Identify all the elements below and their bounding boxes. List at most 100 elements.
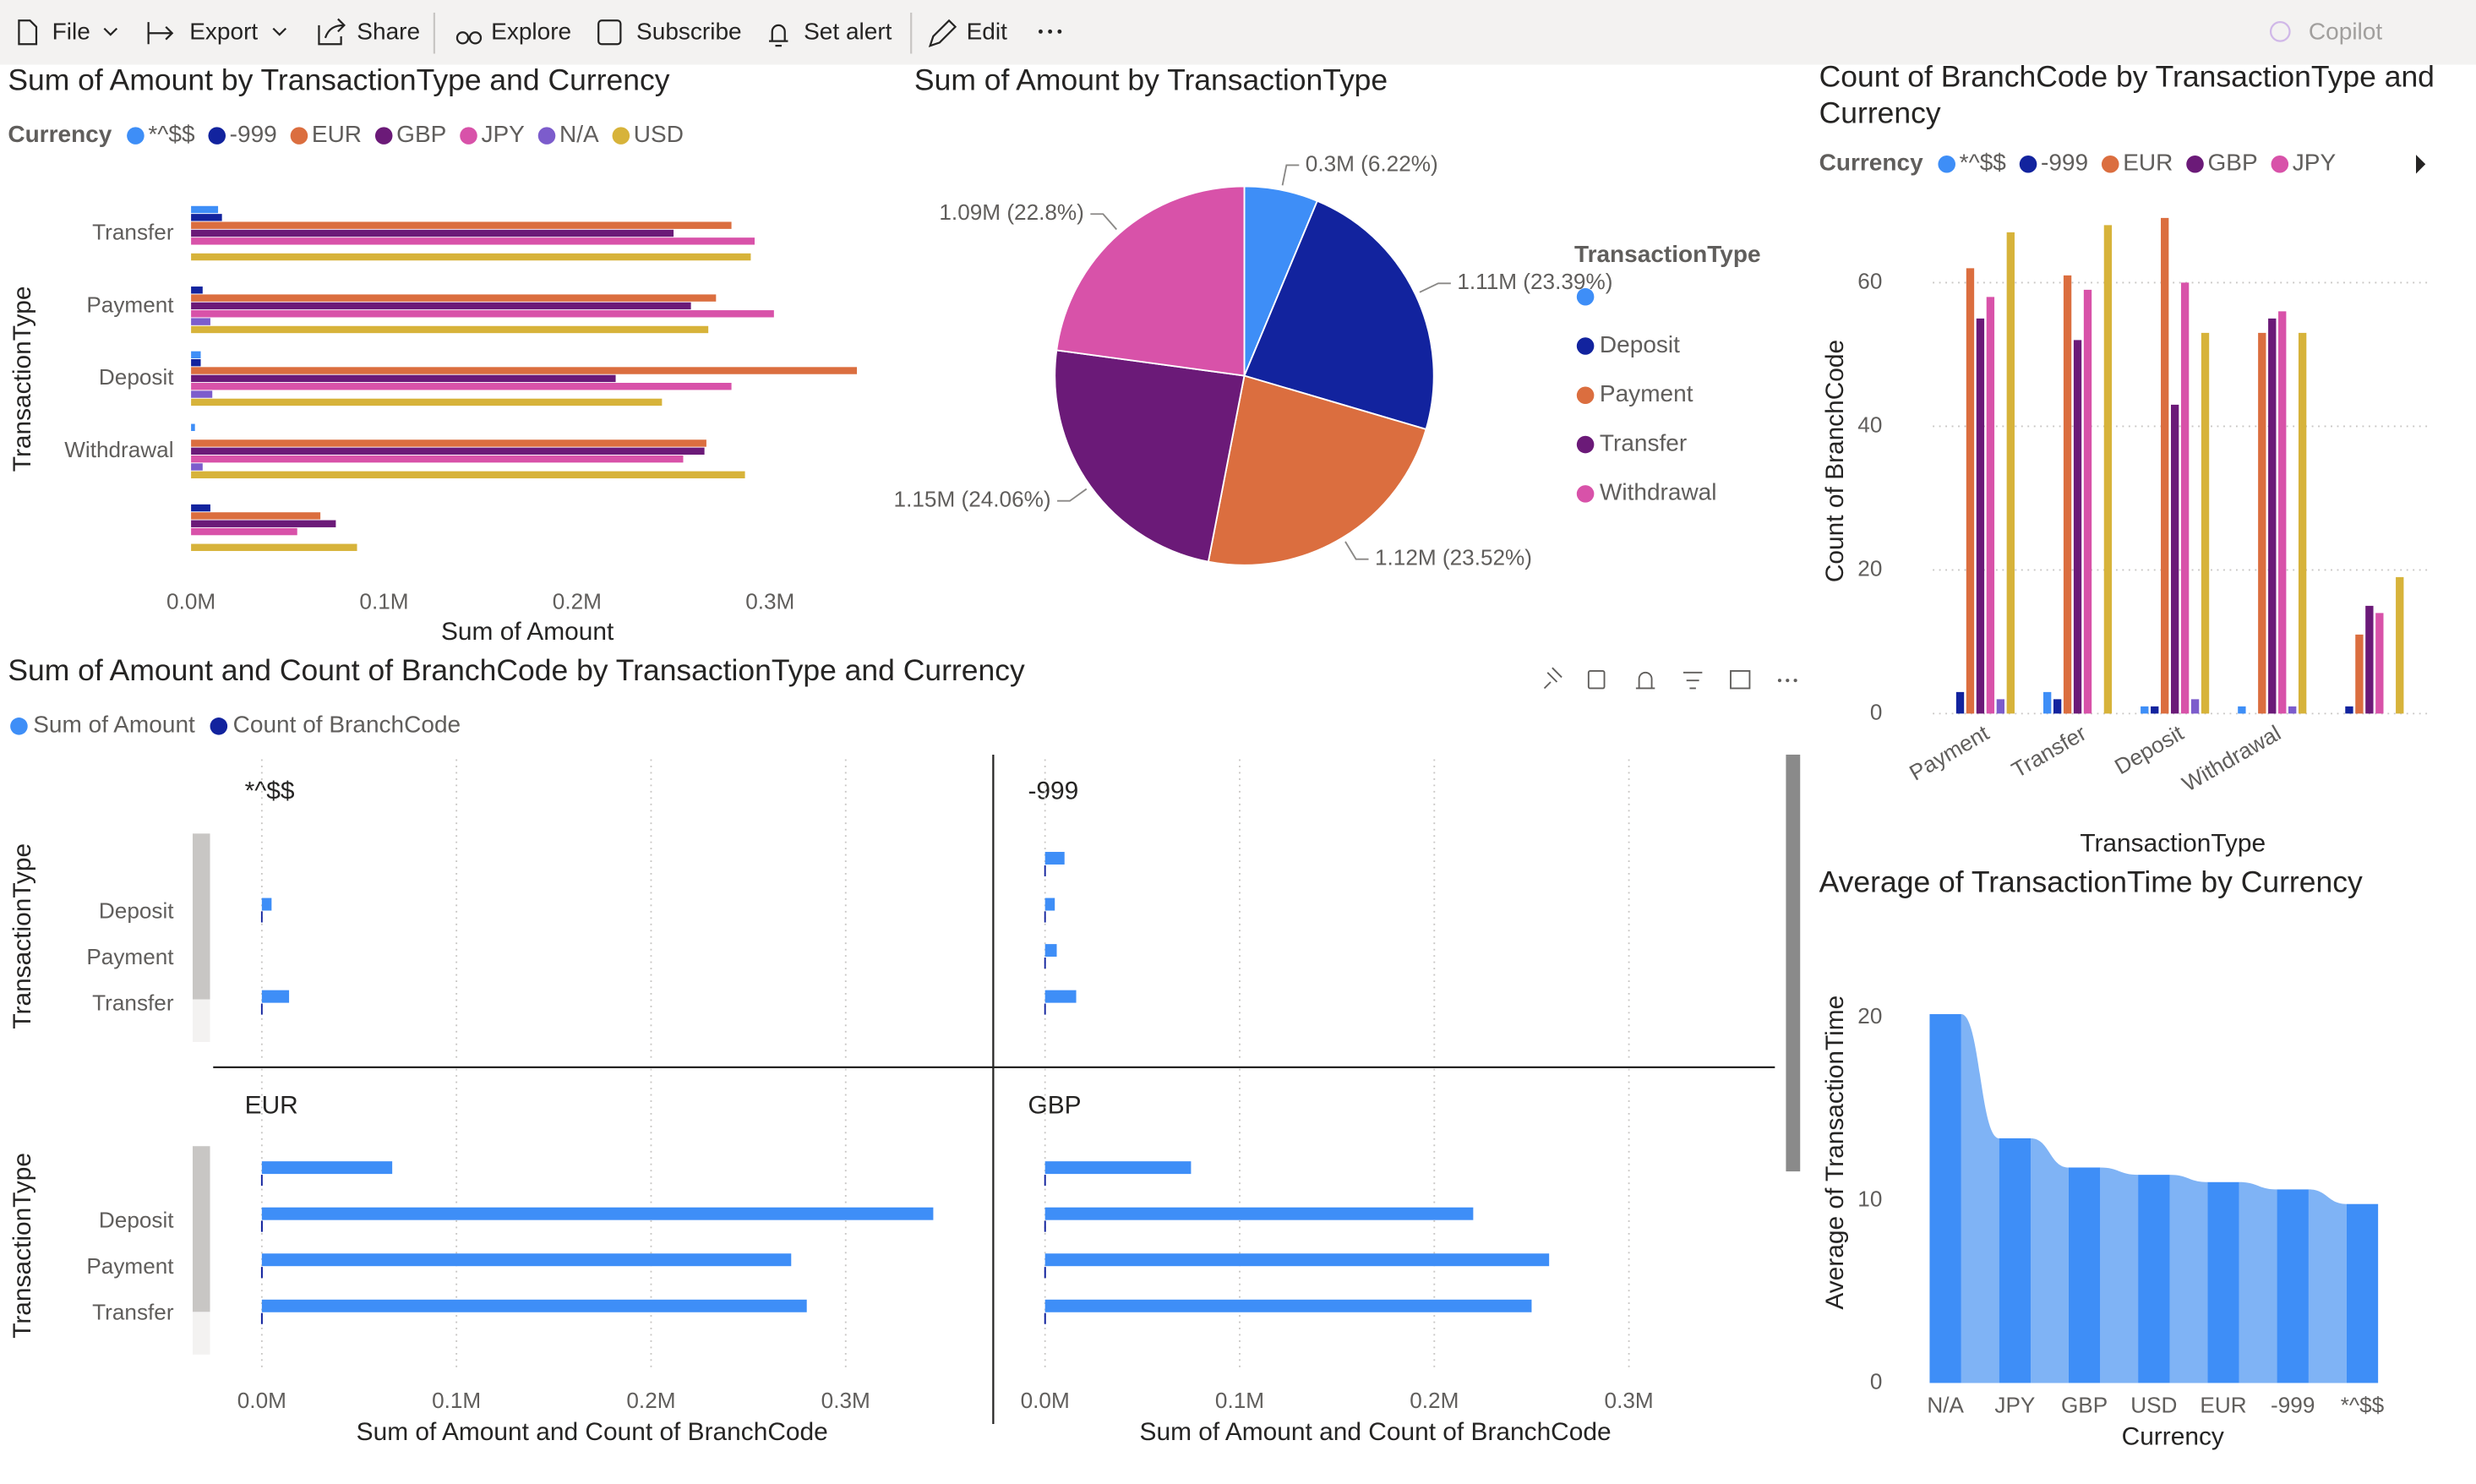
- data-label: 1.12M (23.52%): [1375, 545, 1532, 570]
- bar: [191, 294, 717, 302]
- category-scroll[interactable]: [192, 1146, 210, 1312]
- menu-explore[interactable]: Explore: [491, 19, 571, 45]
- y-tick-label: Payment: [86, 292, 174, 317]
- amount-bar: [261, 1161, 393, 1175]
- x-tick-label: 0.2M: [626, 1388, 675, 1413]
- y-tick-label: Deposit: [99, 897, 174, 923]
- y-tick-label: Transfer: [92, 1300, 174, 1325]
- legend-next[interactable]: [2415, 155, 2426, 174]
- pie-slice: [1054, 349, 1246, 563]
- x-tick-label: 0.1M: [432, 1388, 481, 1413]
- ribbon: [2100, 1167, 2139, 1383]
- column: [2068, 1167, 2101, 1383]
- legend-marker: [2186, 155, 2204, 173]
- category-scroll[interactable]: [192, 833, 210, 1000]
- legend-marker: [612, 127, 630, 145]
- x-tick-label: 0.1M: [359, 589, 408, 614]
- bar: [2278, 311, 2287, 714]
- x-axis-title: TransactionType: [2080, 829, 2266, 857]
- chart-title: Average of TransactionTime by Currency: [1819, 865, 2363, 899]
- menu-set-alert[interactable]: Set alert: [804, 19, 892, 45]
- menu-share[interactable]: Share: [357, 19, 420, 45]
- legend-marker: [537, 127, 556, 145]
- bar: [2375, 613, 2384, 714]
- x-tick-label: JPY: [1994, 1392, 2035, 1417]
- alert-icon[interactable]: [1635, 671, 1655, 690]
- filter-icon[interactable]: [1682, 671, 1703, 690]
- legend-marker: [2101, 155, 2119, 173]
- x-axis-title: Sum of Amount: [441, 618, 614, 646]
- amount-bar: [1044, 944, 1057, 958]
- menu-file[interactable]: File: [52, 19, 90, 45]
- data-label: 1.15M (24.06%): [894, 487, 1051, 512]
- panel-title: -999: [1028, 777, 1078, 805]
- bar: [2042, 691, 2052, 714]
- bar: [191, 504, 210, 512]
- bar: [2141, 706, 2149, 714]
- bar: [191, 374, 616, 383]
- amount-bar: [261, 990, 290, 1003]
- x-tick-label: 0.0M: [237, 1388, 286, 1413]
- y-tick-label: 20: [1857, 1003, 1882, 1028]
- bar: [191, 205, 219, 214]
- amount-bar: [1044, 897, 1055, 911]
- bar: [2073, 340, 2082, 714]
- y-tick-label: 10: [1857, 1186, 1882, 1211]
- y-tick-label: 60: [1857, 268, 1882, 293]
- bar: [191, 423, 195, 431]
- more-icon[interactable]: [1038, 29, 1062, 34]
- y-tick-label: 0: [1870, 1368, 1883, 1394]
- menu-subscribe[interactable]: Subscribe: [636, 19, 742, 45]
- legend-label: GBP: [396, 121, 446, 147]
- x-tick-label: 0.3M: [1605, 1388, 1654, 1413]
- legend-label: *^$$: [148, 121, 195, 147]
- pie-slice: [1243, 199, 1435, 431]
- bar: [191, 358, 201, 367]
- x-tick-label: USD: [2130, 1392, 2177, 1417]
- x-tick-label: 0.1M: [1215, 1388, 1264, 1413]
- legend-label: -999: [230, 121, 277, 147]
- y-tick-label: 20: [1857, 555, 1882, 581]
- copy-icon[interactable]: [1587, 670, 1606, 690]
- menu-edit[interactable]: Edit: [967, 19, 1007, 45]
- pin-icon[interactable]: [1543, 667, 1562, 690]
- chart-title: Sum of Amount and Count of BranchCode by…: [8, 653, 1025, 687]
- y-axis-title: Average of TransactionTime: [1821, 996, 1849, 1310]
- legend-label: JPY: [2293, 150, 2337, 176]
- bar: [1966, 268, 1975, 714]
- visual-more[interactable]: [1777, 679, 1797, 683]
- legend-label: Withdrawal: [1600, 479, 1717, 505]
- bar: [191, 214, 222, 221]
- y-tick-label: 0: [1870, 699, 1883, 724]
- x-axis-title: Sum of Amount and Count of BranchCode: [1140, 1418, 1612, 1446]
- x-tick-label: N/A: [1927, 1392, 1964, 1417]
- ribbon: [2169, 1175, 2208, 1383]
- bar: [1955, 691, 1965, 714]
- amount-bar: [261, 1207, 934, 1220]
- legend-label: Count of BranchCode: [233, 712, 461, 738]
- bar: [2063, 275, 2072, 714]
- copilot[interactable]: Copilot: [2309, 19, 2382, 45]
- legend-marker: [10, 717, 28, 735]
- y-tick-label: Deposit: [99, 364, 174, 390]
- bar: [2053, 699, 2062, 714]
- scrollbar[interactable]: [1786, 754, 1801, 1172]
- bar: [2103, 225, 2113, 714]
- focus-icon[interactable]: [1730, 670, 1751, 690]
- legend-label: EUR: [2123, 150, 2173, 176]
- y-axis-title: TransactionType: [8, 843, 36, 1029]
- leader-line: [1344, 541, 1369, 560]
- copilot-icon: [2269, 21, 2291, 42]
- y-axis-title: Count of BranchCode: [1821, 340, 1849, 582]
- chart-title: Sum of Amount by TransactionType: [914, 63, 1388, 97]
- legend-label: *^$$: [1960, 150, 2007, 176]
- legend-title: TransactionType: [1574, 241, 1761, 267]
- x-tick-label: 0.2M: [1410, 1388, 1459, 1413]
- menu-export[interactable]: Export: [189, 19, 258, 45]
- category-scroll-track: [192, 1312, 210, 1355]
- explore-icon: [455, 31, 470, 45]
- amount-bar: [261, 1253, 792, 1267]
- x-tick-label: 0.3M: [821, 1388, 870, 1413]
